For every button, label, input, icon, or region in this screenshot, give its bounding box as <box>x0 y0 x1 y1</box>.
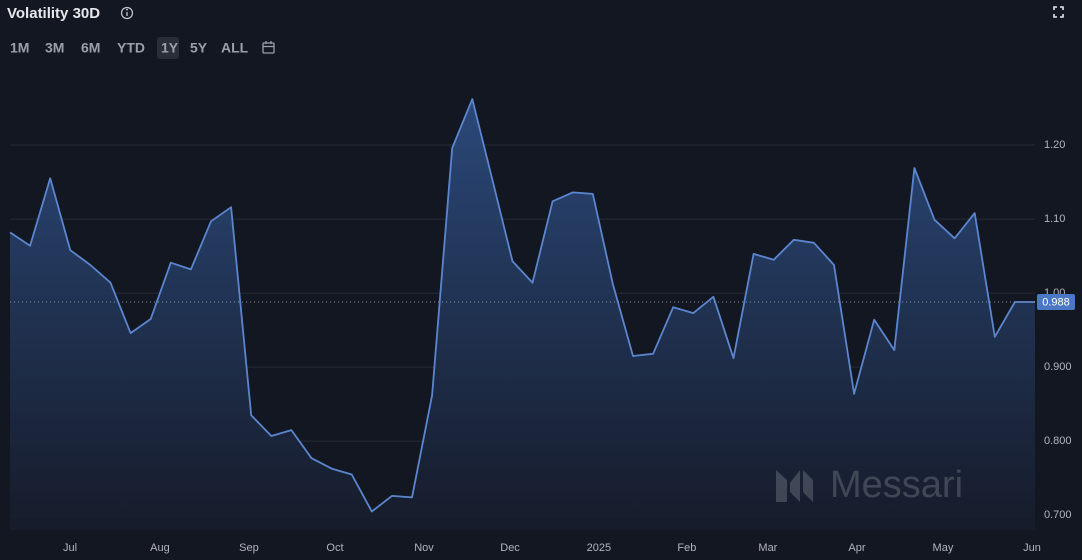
x-tick-label: Sep <box>239 542 259 554</box>
selected-button-bg <box>157 37 179 59</box>
x-tick-label: Feb <box>677 542 696 554</box>
last-value-badge <box>1037 293 1075 310</box>
x-tick-label: Dec <box>500 542 520 554</box>
y-tick-label: 0.800 <box>1044 435 1072 447</box>
y-tick-label: 1.10 <box>1044 213 1065 225</box>
x-tick-label: Mar <box>758 542 777 554</box>
range-button[interactable]: 5Y <box>190 40 208 56</box>
y-tick-label: 0.700 <box>1044 509 1072 521</box>
x-tick-label: May <box>933 542 954 554</box>
x-tick-label: Aug <box>150 542 170 554</box>
chart-title: Volatility 30D <box>7 5 100 22</box>
x-tick-label: Jun <box>1023 542 1041 554</box>
range-buttons: 1M 3M 6M YTD 1Y 5Y ALL <box>10 37 249 59</box>
x-tick-label: Oct <box>326 542 343 554</box>
calendar-icon[interactable] <box>262 41 275 54</box>
range-button[interactable]: 1M <box>10 40 29 56</box>
range-button[interactable]: 6M <box>81 40 100 56</box>
x-tick-label: Apr <box>848 542 865 554</box>
y-tick-label: 0.900 <box>1044 361 1072 373</box>
watermark-text: Messari <box>830 464 963 506</box>
y-tick-label: 1.20 <box>1044 139 1065 151</box>
x-tick-label: Jul <box>63 542 77 554</box>
range-button[interactable]: 3M <box>45 40 64 56</box>
x-tick-label: 2025 <box>587 542 611 554</box>
range-button[interactable]: YTD <box>117 40 145 56</box>
range-button[interactable]: 1Y <box>161 40 179 56</box>
info-icon[interactable] <box>120 6 134 20</box>
line <box>9 98 1035 513</box>
area-fill <box>10 99 1035 530</box>
watermark: Messari <box>776 464 963 506</box>
fullscreen-icon[interactable] <box>1053 6 1064 18</box>
range-button[interactable]: ALL <box>221 40 249 56</box>
x-tick-label: Nov <box>414 542 434 554</box>
last-value-label: 0.988 <box>1042 296 1070 308</box>
